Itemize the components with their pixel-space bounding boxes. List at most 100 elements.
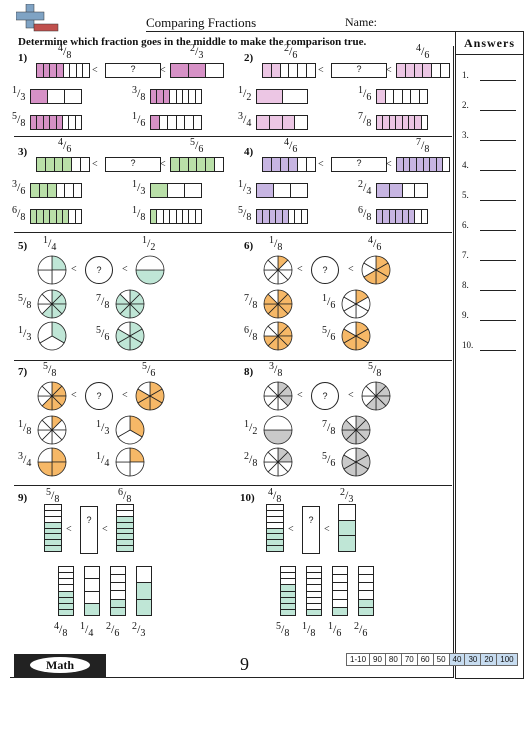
bar-cell (65, 90, 81, 103)
answer-blank[interactable] (480, 140, 516, 141)
bar-cell (423, 64, 433, 77)
bar-cell (188, 64, 207, 77)
bar-cell (274, 184, 291, 197)
footer-brand: Math (14, 654, 106, 678)
answer-blank[interactable] (480, 260, 516, 261)
fraction-slash: / (363, 206, 367, 220)
numerator: 3 (269, 361, 274, 372)
header-rule (146, 31, 457, 32)
answer-blank[interactable] (480, 200, 516, 201)
bar-cell (414, 64, 424, 77)
answer-blank[interactable] (480, 290, 516, 291)
fraction-slash: / (421, 44, 425, 58)
numerator: 1 (96, 419, 101, 430)
column-cell (267, 527, 283, 534)
column-cell (59, 584, 73, 590)
circle-slice (37, 255, 53, 271)
numerator: 1 (43, 235, 48, 246)
bar-cell (420, 90, 428, 103)
fraction-circle (263, 289, 293, 319)
numerator: 5 (238, 205, 243, 216)
fraction-label: 1/8 (18, 419, 31, 437)
fraction-label: 5/6 (142, 361, 155, 379)
bar-cell (65, 184, 74, 197)
answer-box[interactable]: ? (80, 506, 98, 554)
column-cell (307, 602, 321, 609)
problem-number: 2) (244, 52, 254, 64)
bar-cell (171, 158, 180, 171)
column-cell (333, 590, 347, 598)
denominator: 8 (20, 118, 26, 129)
numerator: 1 (302, 621, 307, 632)
answer-box[interactable]: ? (302, 506, 320, 554)
score-scale: 1-10 90 80 70 60 50 40 30 20 100 (346, 653, 518, 666)
fraction-label: 7/8 (358, 111, 371, 129)
column-cell (59, 590, 73, 597)
numerator: 5 (12, 111, 17, 122)
fraction-bar (262, 157, 316, 172)
column-cell (111, 606, 125, 615)
circle-slice (41, 415, 53, 431)
answer-circle[interactable]: ? (85, 256, 113, 284)
fraction-label: 5/8 (43, 361, 56, 379)
bar-cell (50, 210, 57, 223)
bar-cell (48, 184, 57, 197)
fraction-label: 6/8 (358, 205, 371, 223)
answer-blank[interactable] (480, 170, 516, 171)
numerator: 5 (276, 621, 281, 632)
denominator: 6 (20, 186, 26, 197)
bar-cell (257, 90, 283, 103)
fraction-column (266, 504, 284, 552)
bar-cell (402, 210, 409, 223)
answer-circle[interactable]: ? (85, 382, 113, 410)
fraction-label: 1/4 (43, 235, 57, 253)
bar-cell (72, 158, 82, 171)
denominator: 6 (376, 242, 382, 253)
fraction-bar (150, 89, 202, 104)
fraction-label: 6/8 (12, 205, 25, 223)
denominator: 6 (366, 92, 372, 103)
denominator: 6 (424, 50, 430, 61)
answer-label: 10. (462, 340, 474, 350)
bar-cell (196, 210, 201, 223)
answer-blank[interactable] (480, 80, 516, 81)
fraction-circle (37, 321, 67, 351)
page-title: Comparing Fractions (146, 15, 257, 30)
denominator: 8 (26, 300, 32, 311)
answer-box[interactable]: ? (331, 157, 387, 172)
numerator: 6 (118, 487, 123, 498)
problem-number: 9) (18, 492, 28, 504)
column-cell (359, 590, 373, 598)
less-than: < (66, 524, 72, 535)
column-cell (85, 602, 99, 615)
fraction-bar (376, 183, 428, 198)
denominator: 4 (51, 242, 57, 253)
fraction-label: 7/8 (244, 293, 257, 311)
fraction-label: 3/8 (132, 85, 145, 103)
answer-circle[interactable]: ? (311, 256, 339, 284)
fraction-slash: / (249, 294, 253, 308)
answer-blank[interactable] (480, 110, 516, 111)
answer-box[interactable]: ? (105, 63, 161, 78)
bar-cell (189, 210, 196, 223)
bar-cell (443, 158, 449, 171)
fraction-bar (170, 63, 224, 78)
answer-circle[interactable]: ? (311, 382, 339, 410)
answer-blank[interactable] (480, 230, 516, 231)
answer-box[interactable]: ? (331, 63, 387, 78)
fraction-circle (37, 255, 67, 285)
fraction-label: 3/8 (269, 361, 283, 379)
fraction-circle (115, 321, 145, 351)
answer-blank[interactable] (480, 320, 516, 321)
answer-blank[interactable] (480, 350, 516, 351)
bar-cell (163, 90, 171, 103)
problem-number: 3) (18, 146, 28, 158)
bar-cell (298, 158, 308, 171)
fraction-label: 2/3 (132, 621, 145, 639)
numerator: 1 (142, 235, 147, 246)
bar-cell (56, 116, 63, 129)
denominator: 8 (277, 368, 283, 379)
answer-box[interactable]: ? (105, 157, 161, 172)
bar-cell (411, 90, 420, 103)
denominator: 6 (292, 144, 298, 155)
